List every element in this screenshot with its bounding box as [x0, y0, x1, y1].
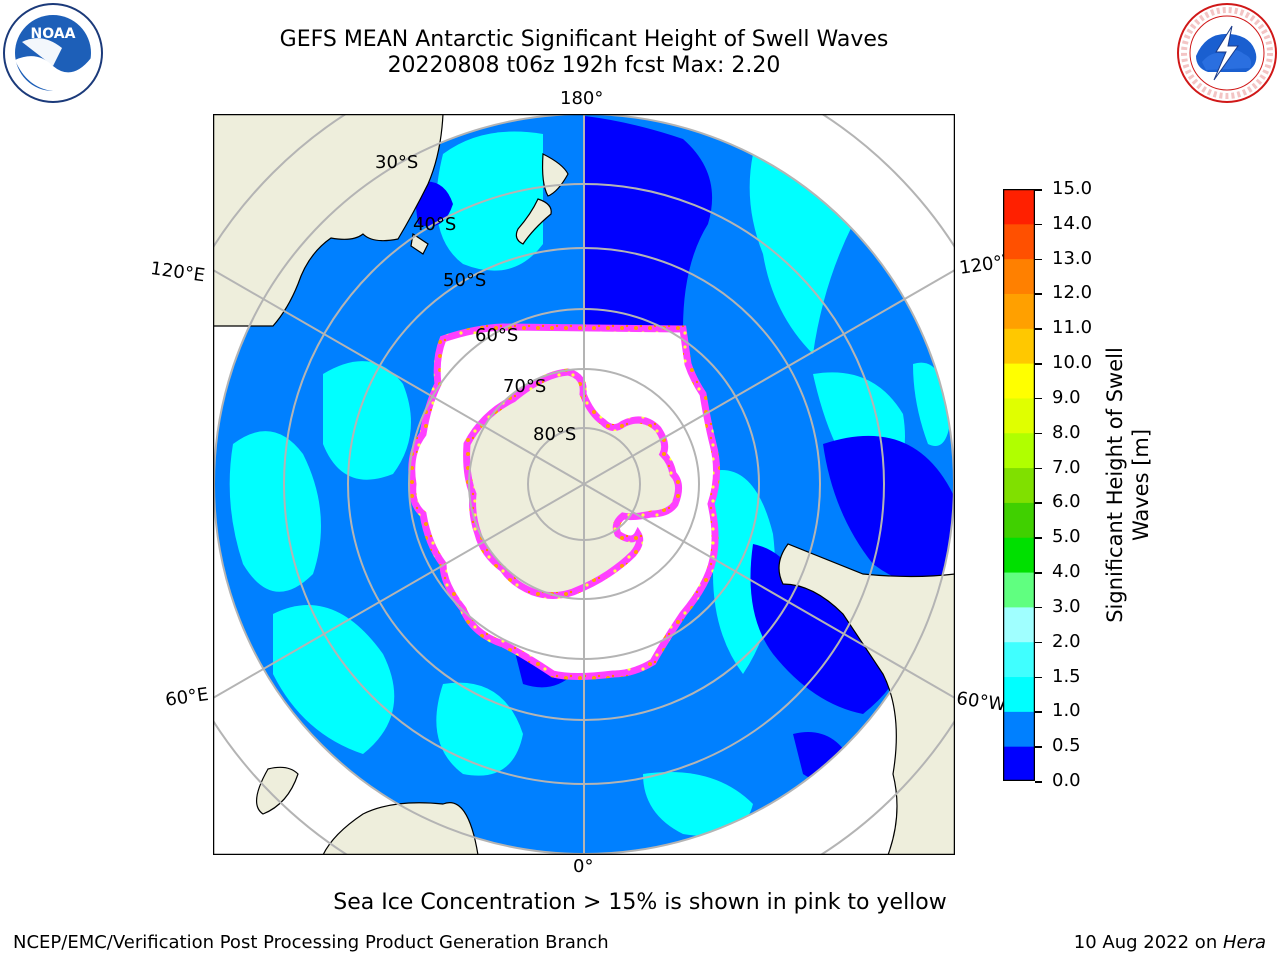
colorbar-tick-mark [1035, 781, 1042, 783]
lat-label-40s: 40°S [413, 214, 456, 235]
caption: Sea Ice Concentration > 15% is shown in … [333, 890, 947, 915]
colorbar-tick-mark [1035, 746, 1042, 748]
colorbar-tick-mark [1035, 432, 1042, 435]
colorbar-tick-mark [1035, 537, 1042, 539]
colorbar-segment [1003, 363, 1035, 399]
colorbar-tick-mark [1035, 258, 1042, 261]
colorbar-tick-mark [1035, 572, 1042, 574]
lat-label-50s: 50°S [443, 270, 486, 291]
colorbar-tick-label: 0.0 [1052, 770, 1081, 791]
colorbar-tick-mark [1035, 711, 1042, 713]
footer-credit: NCEP/EMC/Verification Post Processing Pr… [13, 932, 609, 953]
nws-logo [1177, 3, 1277, 103]
lon-label-top: 180° [560, 88, 604, 109]
colorbar-tick-label: 8.0 [1052, 421, 1081, 443]
colorbar-tick-mark [1035, 189, 1042, 191]
colorbar-tick-mark [1035, 363, 1042, 365]
footer-host: Hera [1222, 932, 1266, 953]
sea-ice-extent [408, 323, 720, 680]
colorbar-segment [1003, 676, 1035, 712]
colorbar-tick-mark [1035, 641, 1042, 644]
colorbar-tick-label: 9.0 [1052, 386, 1081, 408]
colorbar-segment [1003, 641, 1035, 678]
colorbar-tick-label: 0.5 [1052, 735, 1081, 757]
colorbar-tick-label: 12.0 [1052, 282, 1093, 304]
colorbar-tick-mark [1035, 606, 1042, 609]
colorbar-tick-label: 11.0 [1052, 317, 1093, 339]
colorbar-tick-label: 14.0 [1052, 212, 1093, 234]
colorbar-tick-mark [1035, 397, 1042, 400]
colorbar-tick-label: 3.0 [1052, 595, 1081, 617]
colorbar-segment [1003, 746, 1035, 781]
colorbar-label-line1: Significant Height of Swell [1103, 347, 1127, 623]
colorbar-tick-label: 1.5 [1052, 665, 1081, 687]
colorbar-segment [1003, 189, 1035, 225]
noaa-logo-text: NOAA [31, 26, 76, 42]
colorbar-tick-mark [1035, 293, 1042, 295]
colorbar [1003, 189, 1035, 781]
colorbar-tick-label: 10.0 [1052, 352, 1093, 374]
colorbar-tick-label: 1.0 [1052, 700, 1081, 722]
chart-subtitle: 20220808 t06z 192h fcst Max: 2.20 [387, 53, 781, 78]
colorbar-segment [1003, 223, 1035, 260]
lat-label-70s: 70°S [503, 376, 546, 397]
colorbar-tick-label: 7.0 [1052, 456, 1081, 478]
colorbar-tick-mark [1035, 502, 1042, 504]
lat-label-80s: 80°S [533, 424, 576, 445]
colorbar-tick-mark [1035, 676, 1042, 679]
lon-label-lower-left: 60°E [164, 683, 210, 711]
colorbar-tick-mark [1035, 223, 1042, 226]
colorbar-segment [1003, 293, 1035, 329]
colorbar-tick-label: 5.0 [1052, 526, 1081, 548]
noaa-logo: NOAA [3, 3, 103, 103]
colorbar-segment [1003, 606, 1035, 643]
lat-label-60s: 60°S [475, 325, 518, 346]
colorbar-segment [1003, 572, 1035, 608]
colorbar-tick-label: 13.0 [1052, 247, 1093, 269]
colorbar-segment [1003, 397, 1035, 434]
colorbar-segment [1003, 328, 1035, 364]
colorbar-segment [1003, 537, 1035, 573]
colorbar-segment [1003, 467, 1035, 503]
colorbar-tick-label: 6.0 [1052, 491, 1081, 513]
footer-date-text: 10 Aug 2022 on [1073, 932, 1223, 953]
lat-label-30s: 30°S [375, 152, 418, 173]
colorbar-segment [1003, 432, 1035, 469]
chart-title: GEFS MEAN Antarctic Significant Height o… [279, 27, 889, 52]
lon-label-bottom: 0° [573, 856, 594, 877]
colorbar-tick-mark [1035, 328, 1042, 330]
colorbar-segment [1003, 502, 1035, 538]
colorbar-segment [1003, 258, 1035, 294]
colorbar-tick-mark [1035, 467, 1042, 470]
footer-date: 10 Aug 2022 on Hera [1074, 932, 1266, 953]
colorbar-label-line2: Waves [m] [1129, 428, 1153, 542]
colorbar-tick-label: 15.0 [1052, 178, 1093, 199]
colorbar-segment [1003, 711, 1035, 747]
colorbar-tick-label: 4.0 [1052, 561, 1081, 583]
lon-label-upper-left: 120°E [149, 258, 207, 287]
colorbar-tick-label: 2.0 [1052, 630, 1081, 652]
lon-label-lower-right: 60°W [955, 688, 1008, 716]
polar-map: 30°S 40°S 50°S 60°S 70°S 80°S [213, 114, 955, 855]
